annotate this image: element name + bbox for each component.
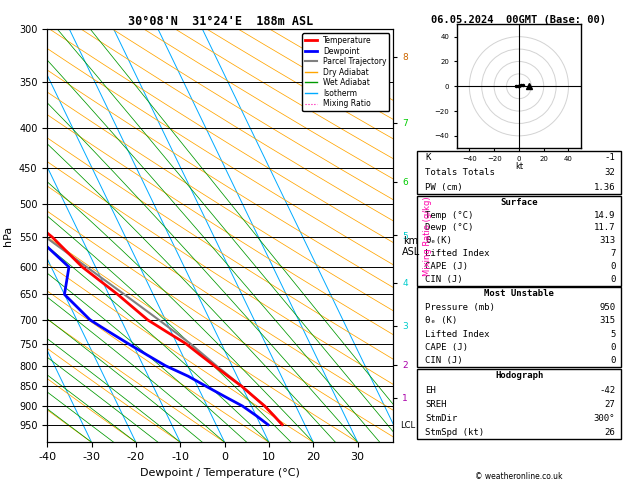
Text: 32: 32 — [604, 168, 615, 177]
Y-axis label: hPa: hPa — [3, 226, 13, 246]
Text: Dewp (°C): Dewp (°C) — [425, 224, 474, 232]
Text: 06.05.2024  00GMT (Base: 00): 06.05.2024 00GMT (Base: 00) — [431, 15, 606, 25]
Text: SREH: SREH — [425, 399, 447, 409]
Text: 27: 27 — [604, 399, 615, 409]
Text: 5: 5 — [610, 330, 615, 339]
Text: 1.36: 1.36 — [594, 183, 615, 191]
Text: 7: 7 — [610, 249, 615, 258]
Text: StmDir: StmDir — [425, 414, 457, 423]
Text: Temp (°C): Temp (°C) — [425, 210, 474, 220]
Text: 313: 313 — [599, 236, 615, 245]
Text: θₑ (K): θₑ (K) — [425, 316, 457, 325]
Legend: Temperature, Dewpoint, Parcel Trajectory, Dry Adiabat, Wet Adiabat, Isotherm, Mi: Temperature, Dewpoint, Parcel Trajectory… — [302, 33, 389, 111]
Text: Lifted Index: Lifted Index — [425, 249, 490, 258]
X-axis label: kt: kt — [515, 162, 523, 171]
Text: Pressure (mb): Pressure (mb) — [425, 303, 495, 312]
Text: -42: -42 — [599, 385, 615, 395]
Text: -1: -1 — [604, 154, 615, 162]
Text: CIN (J): CIN (J) — [425, 275, 463, 284]
Text: LCL: LCL — [400, 421, 415, 430]
Text: 0: 0 — [610, 262, 615, 271]
Text: Hodograph: Hodograph — [495, 371, 543, 381]
Y-axis label: km
ASL: km ASL — [401, 236, 420, 257]
Text: Mixing Ratio (g/kg): Mixing Ratio (g/kg) — [423, 196, 432, 276]
Text: 0: 0 — [610, 356, 615, 365]
Text: Lifted Index: Lifted Index — [425, 330, 490, 339]
Text: 0: 0 — [610, 343, 615, 352]
Text: θₑ(K): θₑ(K) — [425, 236, 452, 245]
Text: 14.9: 14.9 — [594, 210, 615, 220]
Text: © weatheronline.co.uk: © weatheronline.co.uk — [475, 472, 563, 481]
Text: CAPE (J): CAPE (J) — [425, 262, 468, 271]
Text: 0: 0 — [610, 275, 615, 284]
Text: Surface: Surface — [501, 198, 538, 207]
Title: 30°08'N  31°24'E  188m ASL: 30°08'N 31°24'E 188m ASL — [128, 15, 313, 28]
Text: Most Unstable: Most Unstable — [484, 289, 554, 298]
Text: 950: 950 — [599, 303, 615, 312]
Text: Totals Totals: Totals Totals — [425, 168, 495, 177]
Text: PW (cm): PW (cm) — [425, 183, 463, 191]
Text: 26: 26 — [604, 428, 615, 437]
Text: CIN (J): CIN (J) — [425, 356, 463, 365]
Text: StmSpd (kt): StmSpd (kt) — [425, 428, 484, 437]
Text: EH: EH — [425, 385, 436, 395]
Text: 315: 315 — [599, 316, 615, 325]
Text: K: K — [425, 154, 431, 162]
Text: 300°: 300° — [594, 414, 615, 423]
Text: 11.7: 11.7 — [594, 224, 615, 232]
Text: CAPE (J): CAPE (J) — [425, 343, 468, 352]
X-axis label: Dewpoint / Temperature (°C): Dewpoint / Temperature (°C) — [140, 468, 300, 478]
